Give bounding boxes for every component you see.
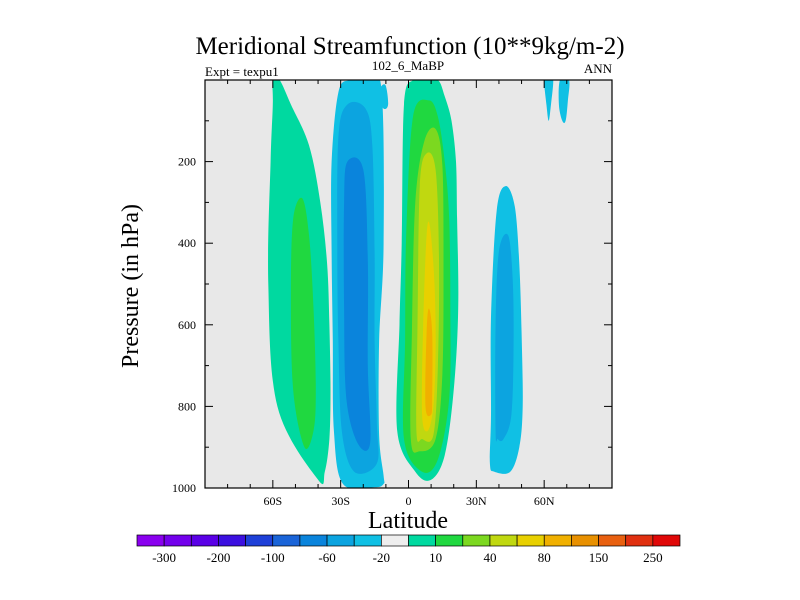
y-tick-label: 1000 xyxy=(172,481,196,495)
colorbar-swatch xyxy=(190,534,219,547)
y-axis-label: Pressure (in hPa) xyxy=(118,204,144,368)
colorbar-swatch xyxy=(625,534,654,547)
colorbar-swatch xyxy=(462,534,491,547)
contour-nh-hadley-l6 xyxy=(425,308,433,417)
experiment-label: Expt = texpu1 xyxy=(205,64,279,79)
contour-upper-blob xyxy=(376,84,389,110)
y-tick-label: 200 xyxy=(178,155,196,169)
contour-sh-outer-core xyxy=(290,197,316,450)
colorbar-swatch xyxy=(163,534,192,547)
x-tick-label: 60S xyxy=(263,494,282,508)
x-axis-label: Latitude xyxy=(368,508,448,534)
contour-nh-polar-1 xyxy=(544,80,554,121)
colorbar-swatch xyxy=(516,534,545,547)
colorbar-swatch xyxy=(353,534,382,547)
colorbar-swatch xyxy=(136,534,165,547)
colorbar-swatch xyxy=(218,534,246,547)
colorbar-label: 80 xyxy=(538,550,551,565)
contour-nh-ferrel-core xyxy=(495,233,514,442)
colorbar-swatch xyxy=(245,534,274,547)
colorbar-label: -300 xyxy=(152,550,176,565)
x-tick-label: 0 xyxy=(406,494,412,508)
contour-sh-main-inner xyxy=(343,157,371,451)
colorbar-label: 10 xyxy=(429,550,442,565)
colorbar-swatch xyxy=(381,534,409,547)
run-label: 102_6_MaBP xyxy=(372,58,444,73)
colorbar-swatch xyxy=(543,534,572,547)
axis-ticks: 60S 30S 0 30N 60N 200 400 600 800 1000 xyxy=(172,80,612,508)
x-tick-label: 30S xyxy=(331,494,350,508)
contour-nh-polar-2 xyxy=(558,80,570,124)
contour-fill-group xyxy=(268,80,570,488)
colorbar-swatch xyxy=(408,534,436,547)
colorbar-swatch xyxy=(272,534,301,547)
x-tick-label: 60N xyxy=(534,494,555,508)
colorbar-label: -60 xyxy=(318,550,335,565)
colorbar-label: -100 xyxy=(261,550,285,565)
colorbar-label: -20 xyxy=(373,550,390,565)
colorbar-swatch xyxy=(489,534,518,547)
colorbar-swatch xyxy=(571,534,599,547)
colorbar-swatch xyxy=(598,534,627,547)
chart-title: Meridional Streamfunction (10**9kg/m-2) xyxy=(195,33,624,60)
colorbar-label: -200 xyxy=(207,550,231,565)
colorbar-label: 40 xyxy=(483,550,496,565)
colorbar-swatch xyxy=(299,534,328,547)
y-tick-label: 400 xyxy=(178,236,196,250)
colorbar: -300 -200 -100 -60 -20 10 40 80 150 250 xyxy=(136,534,681,565)
colorbar-swatch xyxy=(652,534,681,547)
colorbar-label: 250 xyxy=(643,550,663,565)
x-tick-label: 30N xyxy=(466,494,487,508)
colorbar-swatch xyxy=(435,534,464,547)
y-tick-label: 600 xyxy=(178,318,196,332)
colorbar-swatch xyxy=(326,534,355,547)
y-tick-label: 800 xyxy=(178,399,196,413)
season-label: ANN xyxy=(584,61,613,76)
colorbar-label: 150 xyxy=(589,550,609,565)
